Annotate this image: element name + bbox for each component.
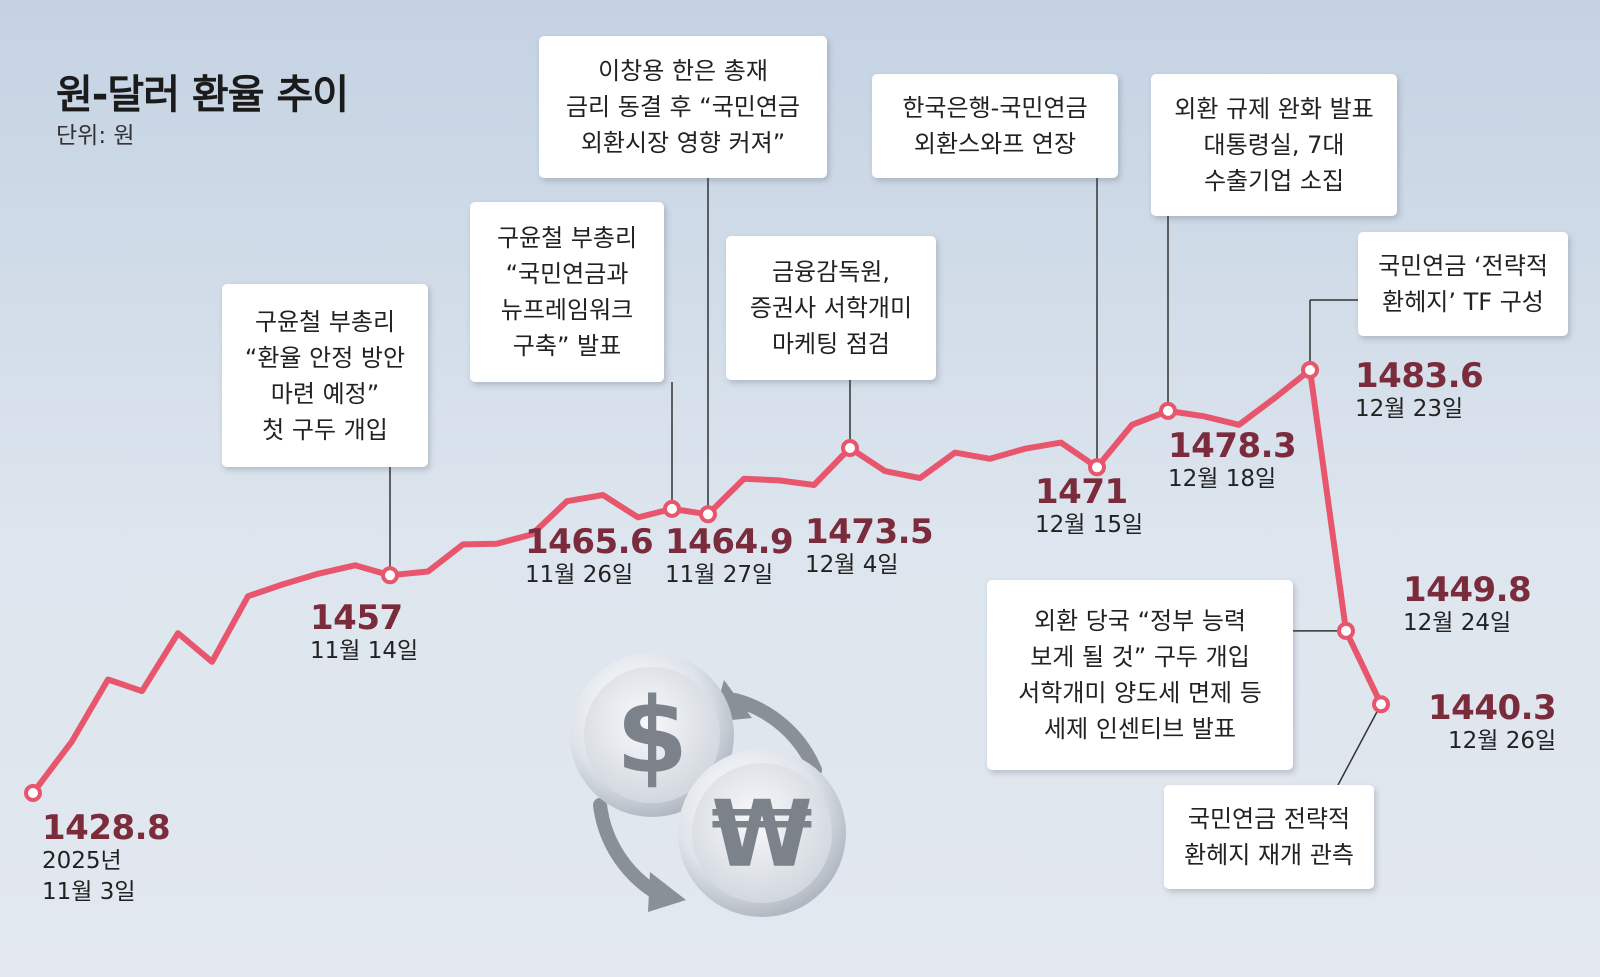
value-label-dec4: 1473.5 — [805, 512, 934, 552]
date-line: 12월 18일 — [1168, 466, 1277, 492]
annotation-line: 서학개미 양도세 면제 등 — [1018, 679, 1262, 707]
date-line: 12월 26일 — [1448, 728, 1557, 754]
value-label-nov3: 1428.8 — [42, 808, 171, 848]
annotation-line: 외환 당국 “정부 능력 — [1034, 607, 1246, 635]
chart-title: 원-달러 환율 추이 — [56, 72, 349, 118]
marker-dec26 — [1372, 695, 1390, 714]
marker-dec23 — [1301, 361, 1319, 379]
date-line: 11월 14일 — [310, 638, 419, 664]
annotation-line: 외환시장 영향 커져” — [580, 129, 786, 157]
value-label-dec23: 1483.6 — [1355, 356, 1484, 396]
currency-exchange-illustration: $ ₩ — [570, 653, 846, 917]
marker-dec24 — [1337, 621, 1355, 640]
annotation-line: 수출기업 소집 — [1203, 167, 1345, 195]
exchange-arrows-icon — [593, 693, 822, 902]
date-line: 12월 15일 — [1035, 512, 1144, 538]
date-line: 2025년 — [42, 848, 122, 874]
annotation-line: 보게 될 것” 구두 개입 — [1030, 643, 1250, 671]
annotation-line: “국민연금과 — [505, 260, 629, 288]
date-line: 12월 4일 — [805, 552, 899, 578]
date-line: 11월 26일 — [525, 562, 634, 588]
annotation-line: 국민연금 ‘전략적 — [1378, 252, 1548, 280]
annotation-line: 구윤철 부총리 — [496, 224, 638, 252]
date-line: 11월 27일 — [665, 562, 774, 588]
date-label-nov26: 11월 26일 — [525, 560, 633, 591]
date-label-nov14: 11월 14일 — [310, 636, 418, 667]
annotation-line: 국민연금 전략적 — [1187, 805, 1351, 833]
value-label-dec26: 1440.3 — [1428, 688, 1557, 728]
value-label-nov26: 1465.6 — [525, 522, 654, 562]
marker-nov26 — [663, 499, 681, 518]
marker-nov14 — [381, 566, 399, 585]
date-label-dec23: 12월 23일 — [1355, 394, 1463, 425]
annotation-line: 구축” 발표 — [512, 332, 622, 360]
date-line: 11월 3일 — [42, 879, 136, 905]
date-label-dec4: 12월 4일 — [805, 550, 899, 581]
annotation-line: 대통령실, 7대 — [1203, 131, 1345, 159]
annotation-line: 외환스와프 연장 — [913, 130, 1077, 158]
marker-nov3 — [24, 784, 42, 802]
annotation-line: 뉴프레임워크 — [500, 296, 634, 324]
date-label-dec24: 12월 24일 — [1403, 608, 1511, 639]
value-label-nov27: 1464.9 — [665, 522, 794, 562]
value-label-dec15: 1471 — [1035, 472, 1128, 512]
value-label-dec18: 1478.3 — [1168, 426, 1297, 466]
annotation-line: 마련 예정” — [270, 379, 380, 408]
won-coin-icon: ₩ — [678, 749, 846, 917]
marker-dec18 — [1159, 401, 1177, 420]
date-label-dec18: 12월 18일 — [1168, 464, 1276, 495]
value-label-nov14: 1457 — [310, 598, 403, 638]
value-label-dec24: 1449.8 — [1403, 570, 1532, 610]
connector-dec26 — [1337, 703, 1382, 786]
annotation-line: 한국은행-국민연금 — [902, 94, 1088, 122]
annotation-line: 증권사 서학개미 — [749, 294, 913, 322]
marker-dec15 — [1088, 458, 1106, 477]
marker-dec4 — [841, 439, 859, 457]
annotation-line: 첫 구두 개입 — [262, 415, 388, 444]
annotation-line: 마케팅 점검 — [771, 330, 890, 358]
connector-lines — [389, 178, 1382, 786]
date-line: 12월 24일 — [1403, 610, 1512, 636]
annotation-line: 금융감독원, — [771, 258, 890, 286]
annotation-line: 외환 규제 완화 발표 — [1174, 95, 1374, 123]
date-label-nov27: 11월 27일 — [665, 560, 773, 591]
arrow-head-bottom-icon — [648, 872, 686, 912]
dollar-coin-icon: $ — [570, 653, 734, 817]
date-line: 12월 23일 — [1355, 396, 1464, 422]
annotation-line: “환율 안정 방안 — [244, 343, 406, 372]
date-label-dec15: 12월 15일 — [1035, 510, 1143, 541]
annotation-line: 구윤철 부총리 — [254, 307, 396, 336]
highlight-markers — [24, 361, 1390, 802]
marker-nov27 — [699, 505, 717, 524]
date-label-nov3: 2025년 11월 3일 — [42, 846, 136, 908]
svg-text:$: $ — [616, 675, 688, 797]
annotation-line: 환헤지’ TF 구성 — [1382, 288, 1544, 316]
unit-label: 단위: 원 — [56, 123, 135, 149]
annotation-line: 금리 동결 후 “국민연금 — [565, 93, 801, 121]
annotation-line: 세제 인센티브 발표 — [1044, 715, 1236, 743]
annotation-line: 환헤지 재개 관측 — [1184, 841, 1354, 869]
svg-text:₩: ₩ — [711, 781, 812, 888]
date-label-dec26: 12월 26일 — [1448, 726, 1556, 757]
annotation-line: 이창용 한은 총재 — [598, 57, 768, 85]
